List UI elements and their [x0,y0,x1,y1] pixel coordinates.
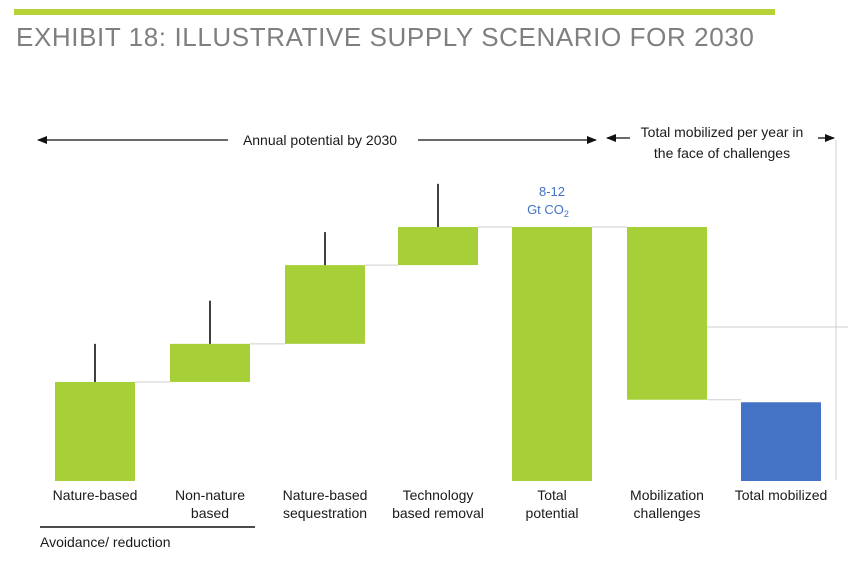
bar-2 [170,343,250,382]
total-mobilized-label-line2: the face of challenges [654,145,790,161]
category-label-6-line2: challenges [634,505,701,521]
total-value-unit: Gt CO [527,202,564,217]
total-value-label-line1: 8-12 [539,184,565,199]
total-mobilized-label-line1: Total mobilized per year in [641,124,804,140]
total-value-subscript: 2 [564,209,569,219]
category-label-6-line1: Mobilization [630,487,704,503]
bar-1 [55,381,135,481]
header-rule [14,9,775,15]
bar-6 [627,227,707,400]
category-label-5-line2: potential [526,505,579,521]
category-label-5-line1: Total [537,487,567,503]
category-label-3-line2: sequestration [283,505,367,521]
category-labels: Nature-based Non-nature based Nature-based s… [53,487,828,521]
total-value-label-line2: Gt CO2 [527,202,569,219]
category-label-1: Nature-based [53,487,138,503]
category-label-3-line1: Nature-based [283,487,368,503]
category-label-2-line2: based [191,505,229,521]
category-label-4-line1: Technology [403,487,474,503]
category-label-2-line1: Non-nature [175,487,245,503]
exhibit-title: EXHIBIT 18: ILLUSTRATIVE SUPPLY SCENARIO… [16,22,755,52]
bars [55,227,821,481]
annual-potential-label: Annual potential by 2030 [243,132,397,148]
connector-lines [135,226,848,401]
category-label-7: Total mobilized [735,487,828,503]
bar-3 [285,265,365,344]
category-label-4-line2: based removal [392,505,484,521]
avoidance-group-label: Avoidance/ reduction [40,534,171,550]
bar-4 [398,227,478,266]
error-bars [94,183,439,431]
bar-7 [741,402,821,481]
bar-5 [512,227,592,481]
